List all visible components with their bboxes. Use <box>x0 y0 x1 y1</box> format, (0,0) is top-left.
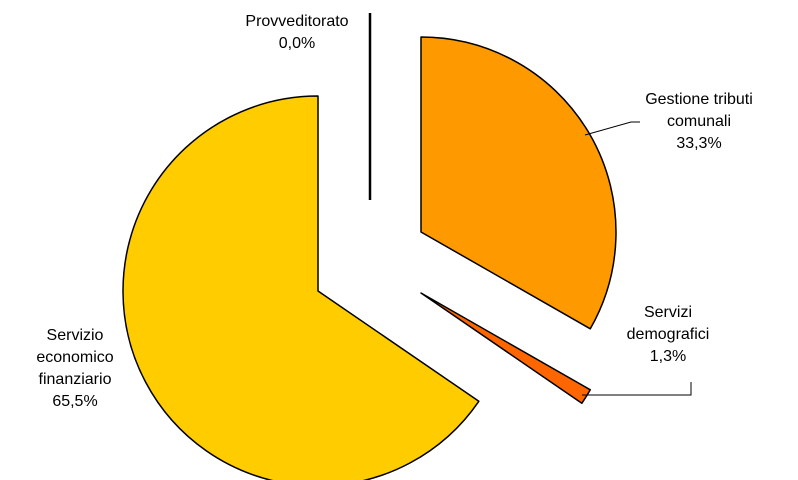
slice-label-3: Servizio economico finanziario 65,5% <box>36 327 113 410</box>
slice-label-2: Servizi demografici 1,3% <box>627 304 710 365</box>
leader-lines-layer <box>582 121 692 396</box>
slice-category-label: Servizi <box>644 304 692 321</box>
slice-value-label: 33,3% <box>676 135 721 152</box>
slice-value-label: 65,5% <box>52 393 97 410</box>
slice-value-label: 0,0% <box>279 35 315 52</box>
slice-category-label: economico <box>36 349 113 366</box>
slice-category-label: Provveditorato <box>245 13 348 30</box>
slice-label-4: Provveditorato 0,0% <box>245 13 348 52</box>
slice-category-label: Gestione tributi <box>645 91 753 108</box>
slice-category-label: Servizio <box>47 327 104 344</box>
slice-value-label: 1,3% <box>650 348 686 365</box>
labels-layer: Gestione tributi comunali 33,3% Servizi demo… <box>36 13 752 410</box>
slice-category-label: comunali <box>667 113 731 130</box>
slice-category-label: demografici <box>627 326 710 343</box>
leader-line-2 <box>582 382 692 396</box>
pie-slice-2 <box>420 292 592 405</box>
slice-label-1: Gestione tributi comunali 33,3% <box>645 91 753 152</box>
slice-category-label: finanziario <box>39 371 112 388</box>
slices-layer <box>122 13 617 480</box>
pie-slice-1 <box>420 36 617 330</box>
pie-slice-3 <box>122 95 480 480</box>
leader-line-1 <box>584 121 640 136</box>
